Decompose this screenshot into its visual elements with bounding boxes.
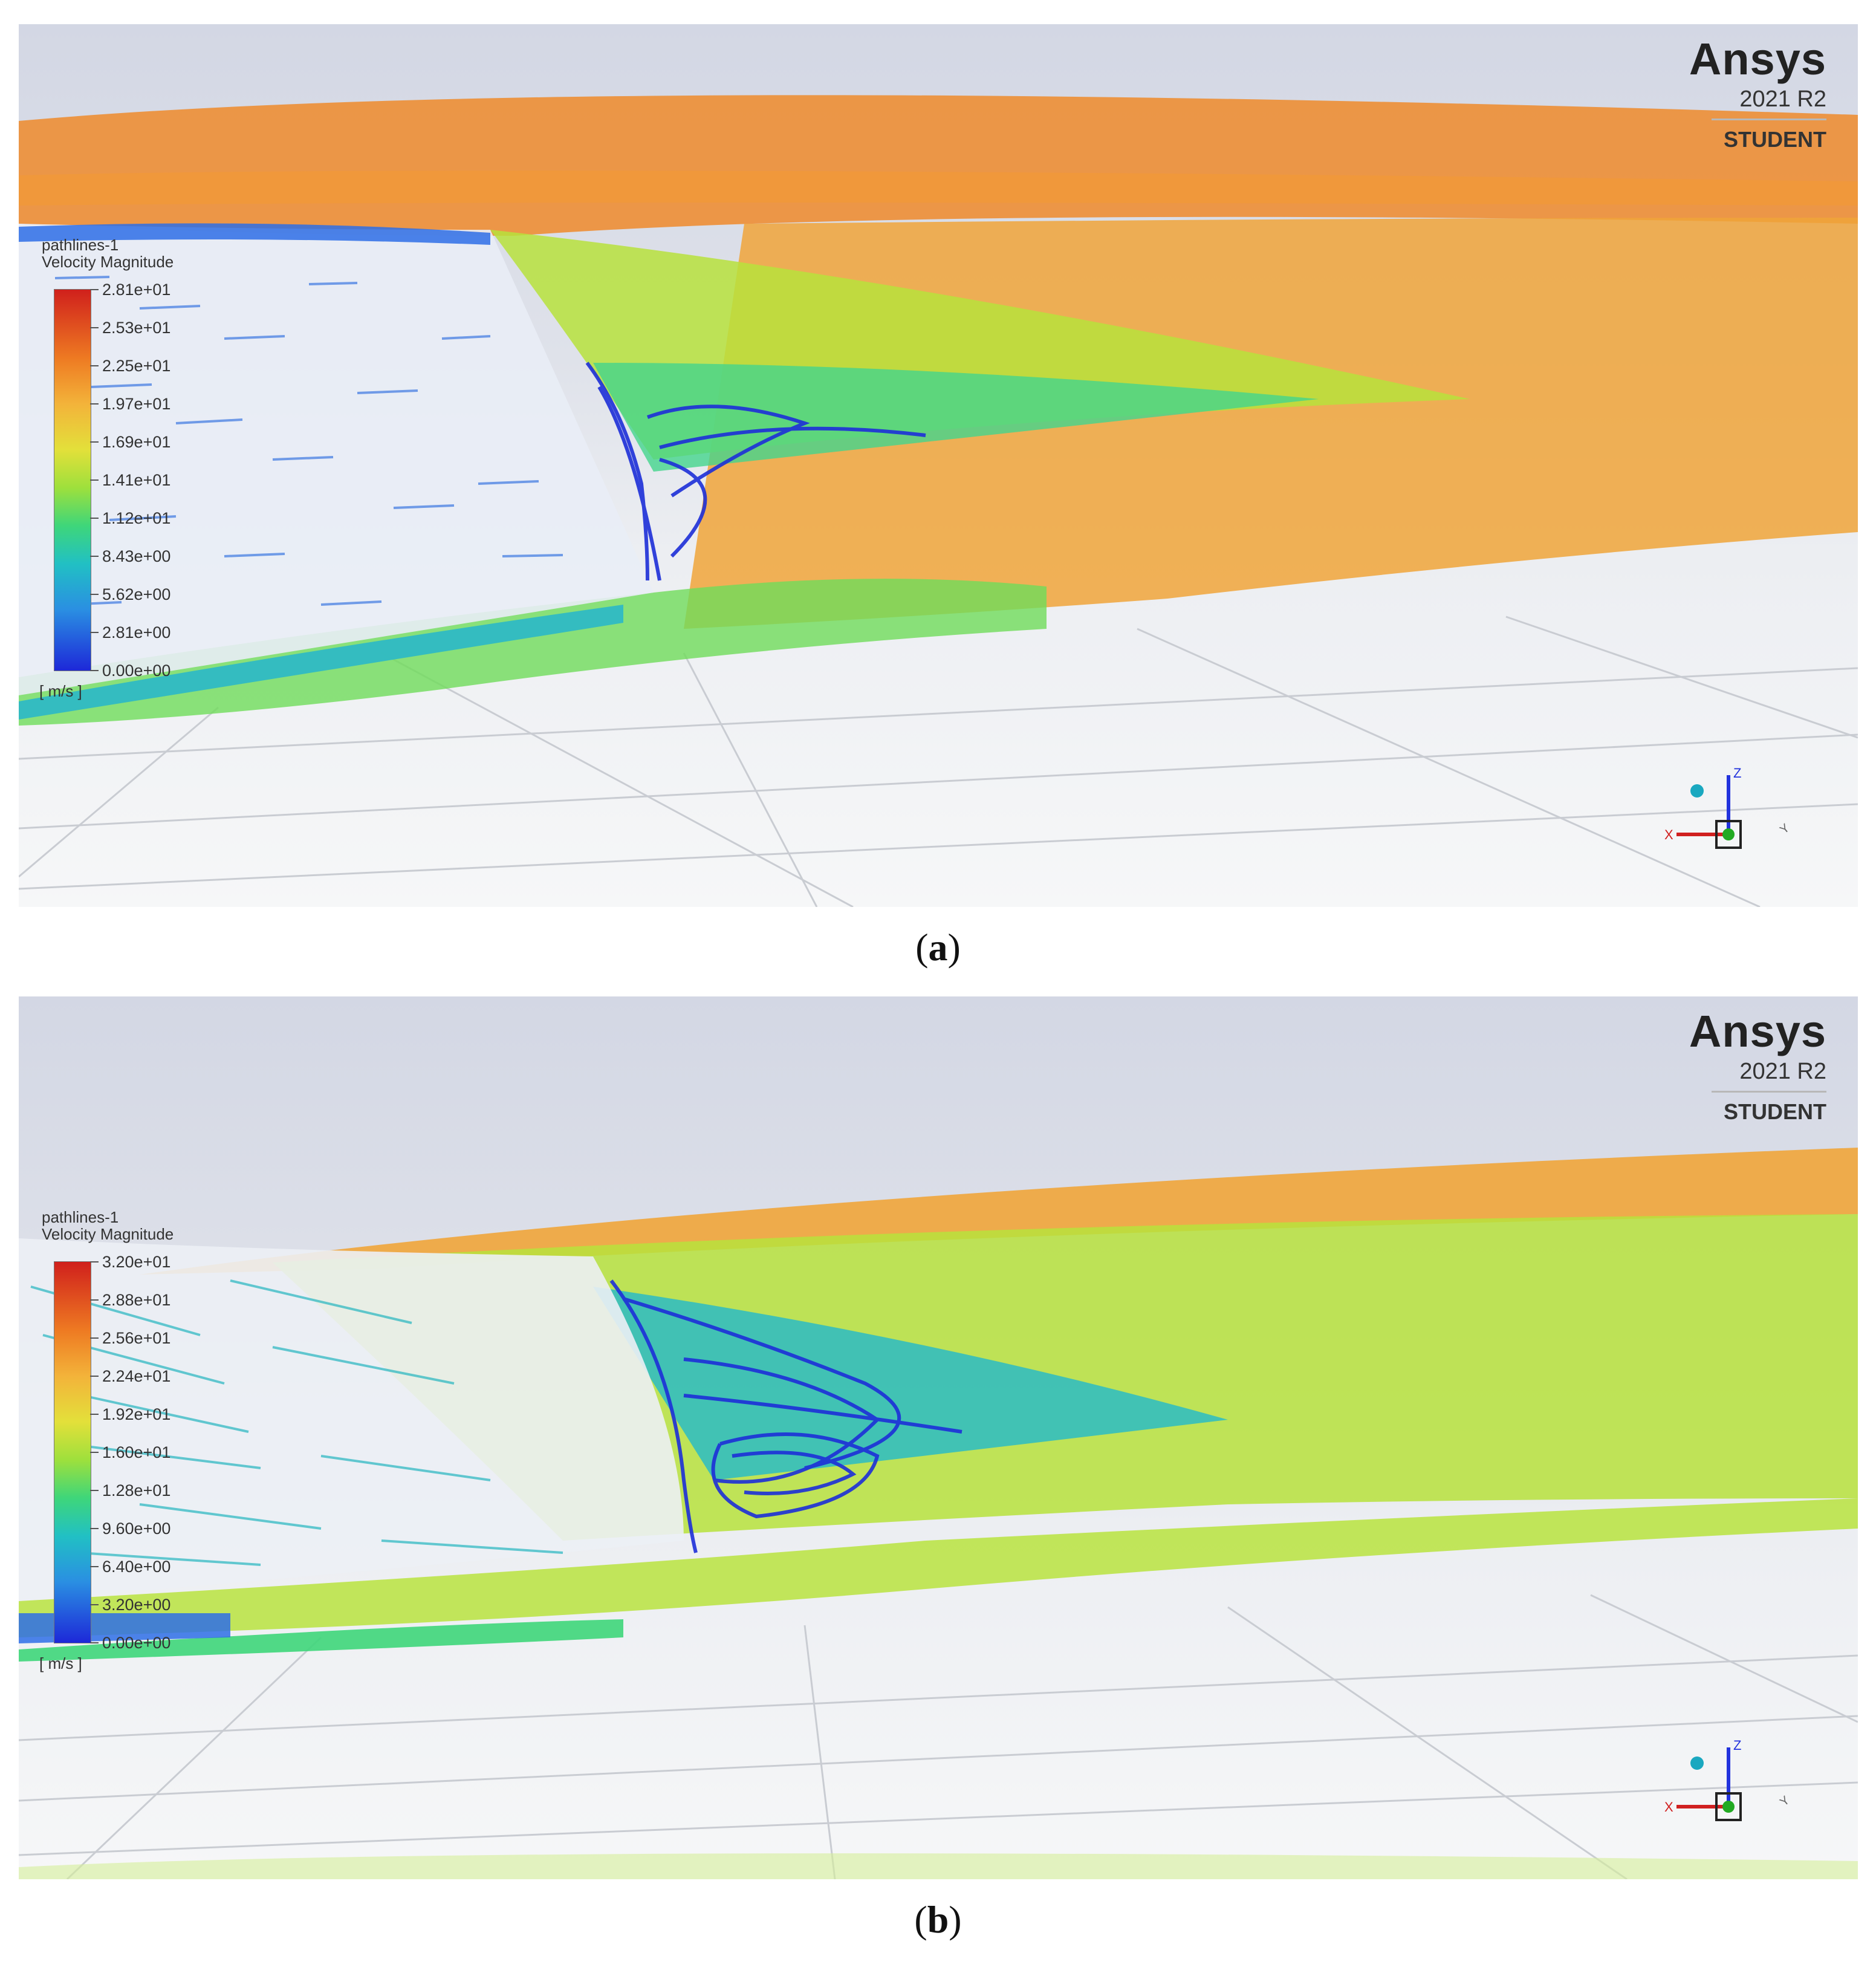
legend-tick: 2.81e+01 [89, 281, 171, 299]
floor-grid [19, 1594, 1858, 1879]
legend-tick: 1.28e+01 [89, 1481, 171, 1500]
y-axis-label: Y [1777, 1793, 1792, 1808]
legend-tick: 1.41e+01 [89, 471, 171, 489]
legend-variable: Velocity Magnitude [42, 253, 174, 271]
brand-edition: STUDENT [1724, 1099, 1826, 1124]
axis-triad[interactable]: Z X Y [1657, 738, 1839, 895]
legend-tick: 1.12e+01 [89, 509, 171, 527]
brand-name: Ansys [1689, 1006, 1826, 1056]
pathlines-scene[interactable] [19, 24, 1858, 907]
colormap-bar [54, 289, 91, 671]
legend-tick: 0.00e+00 [89, 1634, 171, 1652]
axis-triad[interactable]: Z X Y [1657, 1710, 1839, 1867]
legend-tick: 2.53e+01 [89, 319, 171, 337]
y-axis-dot [1722, 1801, 1735, 1813]
legend-tick: 3.20e+00 [89, 1596, 171, 1614]
triad-center-box [1715, 1792, 1742, 1821]
viewport-panel-b[interactable]: Ansys 2021 R2 STUDENT pathlines-1 Veloci… [19, 996, 1858, 1879]
legend-tick: 2.25e+01 [89, 357, 171, 375]
z-axis-label: Z [1733, 1738, 1741, 1753]
legend-variable: Velocity Magnitude [42, 1225, 174, 1243]
logo-divider [1712, 119, 1826, 120]
caption-letter: a [928, 926, 948, 969]
fast-flow-top [140, 1148, 1858, 1275]
view-sphere-icon[interactable] [1690, 784, 1704, 798]
shear-layer [19, 230, 1470, 726]
brand-name: Ansys [1689, 34, 1826, 84]
legend-tick: 0.00e+00 [89, 661, 171, 680]
x-axis-label: X [1664, 1799, 1673, 1815]
logo-divider [1712, 1091, 1826, 1093]
caption-b: (b) [914, 1898, 962, 1941]
legend-tick: 5.62e+00 [89, 585, 171, 603]
legend-unit: [ m/s ] [39, 1654, 82, 1672]
floor-grid [19, 616, 1858, 907]
legend-tick: 1.97e+01 [89, 395, 171, 413]
legend-tick: 2.88e+01 [89, 1291, 171, 1309]
legend-unit: [ m/s ] [39, 682, 82, 700]
legend-tick: 2.56e+01 [89, 1329, 171, 1347]
legend-tick: 3.20e+01 [89, 1253, 171, 1271]
ansys-logo: Ansys 2021 R2 STUDENT [1689, 1007, 1826, 1124]
y-axis-label: Y [1777, 821, 1792, 836]
caption-letter: b [927, 1898, 949, 1941]
fast-flow-top [19, 95, 1858, 236]
pathlines-scene[interactable] [19, 996, 1858, 1879]
legend-tick: 8.43e+00 [89, 547, 171, 565]
legend-object-name: pathlines-1 [42, 236, 119, 254]
legend-object-name: pathlines-1 [42, 1208, 119, 1226]
legend-tick: 9.60e+00 [89, 1519, 171, 1538]
view-sphere-icon[interactable] [1690, 1756, 1704, 1770]
y-axis-dot [1722, 828, 1735, 840]
viewport-panel-a[interactable]: Ansys 2021 R2 STUDENT pathlines-1 Veloci… [19, 24, 1858, 907]
legend-tick: 1.60e+01 [89, 1443, 171, 1461]
brand-version: 2021 R2 [1739, 86, 1826, 112]
legend-tick: 2.24e+01 [89, 1367, 171, 1385]
x-axis-label: X [1664, 827, 1673, 842]
caption-a: (a) [915, 926, 961, 969]
legend-tick: 2.81e+00 [89, 623, 171, 642]
legend-tick: 1.69e+01 [89, 433, 171, 451]
recirculation-zone [19, 223, 926, 695]
brand-edition: STUDENT [1724, 127, 1826, 152]
triad-center-box [1715, 820, 1742, 849]
legend-tick: 6.40e+00 [89, 1558, 171, 1576]
z-axis-label: Z [1733, 765, 1741, 781]
colormap-bar [54, 1261, 91, 1643]
brand-version: 2021 R2 [1739, 1059, 1826, 1084]
legend-tick: 1.92e+01 [89, 1405, 171, 1423]
ansys-logo: Ansys 2021 R2 STUDENT [1689, 35, 1826, 152]
